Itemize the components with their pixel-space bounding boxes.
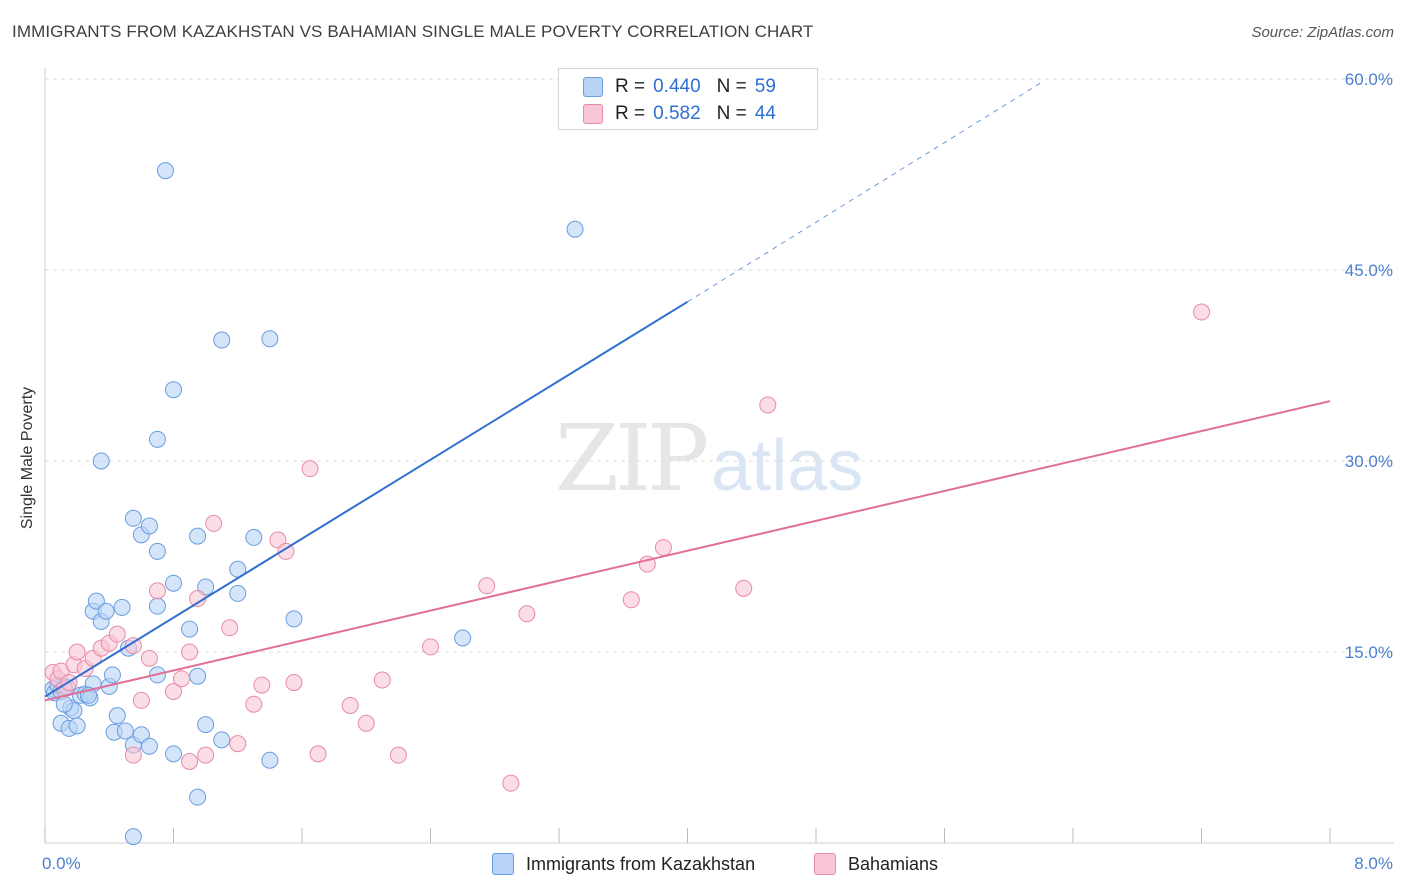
legend-swatch-bahamians [583, 104, 603, 124]
kazakhstan-point [189, 527, 207, 545]
y-tick-label: 45.0% [1345, 261, 1393, 280]
bahamian-point [622, 591, 640, 609]
bahamian-point [148, 582, 166, 600]
y-tick-label: 60.0% [1345, 70, 1393, 89]
legend-n-label: N = [716, 103, 747, 124]
kazakhstan-point [97, 602, 115, 620]
bahamian-point [373, 671, 391, 689]
kazakhstan-point [113, 598, 131, 616]
correlation-legend: R = 0.440 N = 59 R = 0.582 N = 44 [558, 68, 818, 130]
kazakhstan-point [245, 528, 263, 546]
kazakhstan-point [116, 722, 134, 740]
bahamian-point [108, 625, 126, 643]
kazakhstan-point [213, 731, 231, 749]
kazakhstan-point [108, 707, 126, 725]
kazakhstan-point [124, 828, 142, 846]
kazakhstan-point [156, 162, 174, 180]
source-label: Source: ZipAtlas.com [1251, 24, 1394, 41]
y-axis-label: Single Male Poverty [19, 386, 36, 530]
kazakhstan-point [148, 597, 166, 615]
bahamian-point [245, 695, 263, 713]
legend-r-value-kazakhstan: 0.440 [653, 76, 701, 97]
legend-r-label: R = [615, 76, 646, 97]
kazakhstan-point [229, 584, 247, 602]
kazakhstan-point [181, 620, 199, 638]
bottom-legend-bahamians: Bahamians [814, 852, 938, 876]
kazakhstan-point [148, 430, 166, 448]
bahamian-point [341, 696, 359, 714]
kazakhstan-point [189, 788, 207, 806]
bahamian-point [735, 579, 753, 597]
x-tick-label: 0.0% [42, 854, 81, 873]
bahamian-point [140, 649, 158, 667]
kazakhstan-point [68, 717, 86, 735]
kazakhstan-point [165, 574, 182, 592]
bahamian-point [277, 542, 295, 560]
bahamian-point [478, 577, 496, 595]
bahamian-point [389, 746, 407, 764]
bahamian-trend-line [44, 400, 1331, 702]
bahamian-point [173, 670, 191, 688]
bottom-legend-swatch-bahamians [814, 853, 836, 875]
legend-row-bahamians: R = 0.582 N = 44 [583, 102, 776, 126]
legend-r-label: R = [615, 103, 646, 124]
bahamian-point [357, 714, 375, 732]
kazakhstan-point [197, 716, 215, 734]
kazakhstan-point [213, 331, 231, 349]
kazakhstan-point [103, 666, 121, 684]
bottom-legend-swatch-kazakhstan [492, 853, 514, 875]
kazakhstan-point [55, 695, 73, 713]
bahamian-point [68, 643, 86, 661]
x-tick-label: 8.0% [1354, 854, 1393, 873]
bahamian-point [759, 396, 777, 414]
kazakhstan-point [165, 745, 182, 763]
bahamian-point [181, 643, 199, 661]
kazakhstan-point [165, 381, 182, 399]
kazakhstan-point [148, 542, 166, 560]
bottom-legend-kazakhstan: Immigrants from Kazakhstan [492, 852, 755, 876]
legend-n-label: N = [716, 76, 747, 97]
kazakhstan-point [566, 220, 584, 238]
kazakhstan-point [261, 751, 279, 769]
bahamian-point [197, 746, 215, 764]
bahamian-point [132, 691, 150, 709]
kazakhstan-point [140, 737, 158, 755]
y-tick-label: 30.0% [1345, 452, 1393, 471]
kazakhstan-point [285, 610, 303, 628]
bahamian-point [221, 619, 239, 637]
legend-n-value-bahamians: 44 [754, 103, 776, 124]
legend-swatch-kazakhstan [583, 77, 603, 97]
kazakhstan-point [92, 452, 110, 470]
kazakhstan-trend-line [44, 300, 689, 698]
bahamian-point [229, 735, 247, 753]
kazakhstan-point [189, 667, 207, 685]
bottom-legend-label-bahamians: Bahamians [848, 853, 939, 874]
bahamian-point [518, 605, 536, 623]
bahamian-point [301, 460, 319, 478]
bahamian-point [654, 539, 672, 557]
bahamian-point [502, 774, 520, 792]
bahamian-point [309, 745, 327, 763]
bottom-legend-label-kazakhstan: Immigrants from Kazakhstan [526, 853, 756, 874]
bahamian-point [181, 753, 199, 771]
kazakhstan-point [140, 517, 158, 535]
bahamian-point [165, 682, 182, 700]
bahamian-point [285, 674, 303, 692]
bahamian-point [253, 676, 271, 694]
legend-r-value-bahamians: 0.582 [653, 103, 701, 124]
bahamian-point [1193, 303, 1210, 321]
y-tick-label: 15.0% [1345, 643, 1393, 662]
bahamian-point [124, 746, 142, 764]
legend-n-value-kazakhstan: 59 [754, 76, 776, 97]
kazakhstan-point [124, 509, 142, 527]
chart-title: IMMIGRANTS FROM KAZAKHSTAN VS BAHAMIAN S… [12, 22, 814, 41]
bahamian-point [422, 638, 439, 656]
kazakhstan-point [454, 629, 472, 647]
legend-row-kazakhstan: R = 0.440 N = 59 [583, 75, 776, 99]
bahamian-point [124, 637, 142, 655]
kazakhstan-point [261, 330, 279, 348]
bahamian-point [205, 514, 223, 532]
